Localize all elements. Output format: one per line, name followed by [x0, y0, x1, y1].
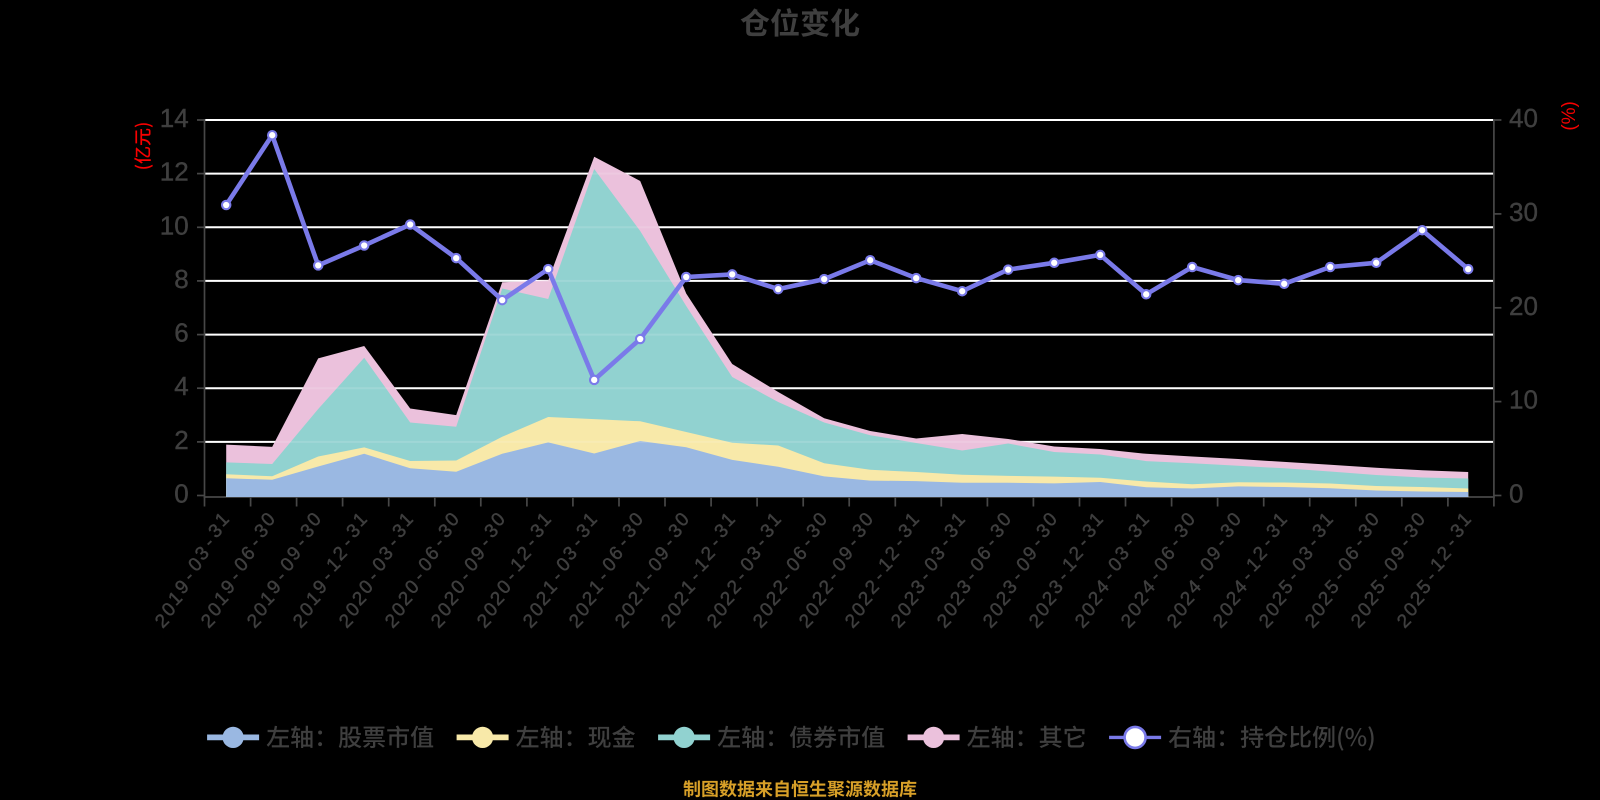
svg-text:20: 20 — [1509, 291, 1538, 321]
svg-text:40: 40 — [1509, 103, 1538, 133]
svg-text:12: 12 — [160, 157, 189, 187]
svg-text:10: 10 — [160, 210, 189, 240]
svg-text:2: 2 — [174, 425, 188, 455]
svg-text:8: 8 — [174, 264, 188, 294]
svg-text:14: 14 — [160, 103, 189, 133]
svg-text:10: 10 — [1509, 385, 1538, 415]
svg-text:(%): (%) — [1559, 101, 1580, 131]
svg-text:4: 4 — [174, 371, 188, 401]
svg-text:30: 30 — [1509, 197, 1538, 227]
svg-text:0: 0 — [174, 479, 188, 509]
svg-text:0: 0 — [1509, 479, 1523, 509]
svg-text:6: 6 — [174, 318, 188, 348]
